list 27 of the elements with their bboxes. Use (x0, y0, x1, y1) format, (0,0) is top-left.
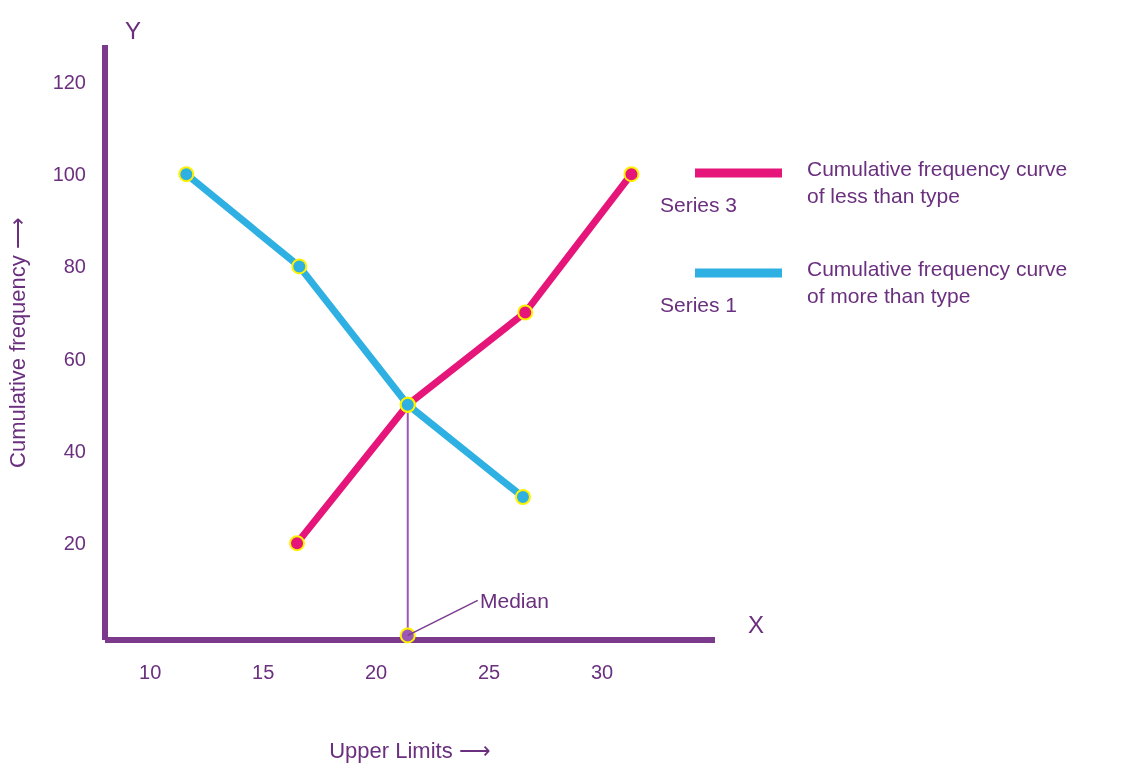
y-tick-label: 60 (63, 347, 86, 370)
text: X (748, 611, 765, 638)
y-tick-label: 120 (52, 70, 86, 93)
text: Y (125, 17, 142, 44)
legend-label: Series 3 (660, 193, 738, 216)
annotation: Median (480, 589, 549, 612)
y-tick-label: 40 (63, 439, 86, 462)
point (623, 166, 640, 183)
point (291, 258, 308, 275)
legend-label: Series 1 (660, 293, 738, 316)
x-tick-label: 30 (590, 661, 614, 683)
x-tick-label: 25 (477, 661, 501, 683)
point (517, 304, 534, 321)
x-tick-label: 10 (139, 661, 162, 683)
y-axis-title: Cumulative frequency ⟶ (5, 217, 31, 468)
x-tick-label: 20 (364, 661, 388, 683)
y-tick-label: 100 (52, 163, 86, 186)
point (514, 489, 531, 506)
x-tick-label: 15 (252, 661, 275, 683)
point (399, 627, 416, 644)
y-tick-label: 20 (63, 532, 86, 555)
x-axis-title: Upper Limits ⟶ (329, 737, 491, 763)
text: Cumulative frequency curve of less than type (807, 157, 1068, 208)
text: Cumulative frequency curve of more than type (807, 257, 1068, 308)
point (178, 166, 195, 183)
point (289, 535, 306, 552)
y-tick-label: 80 (63, 255, 86, 278)
